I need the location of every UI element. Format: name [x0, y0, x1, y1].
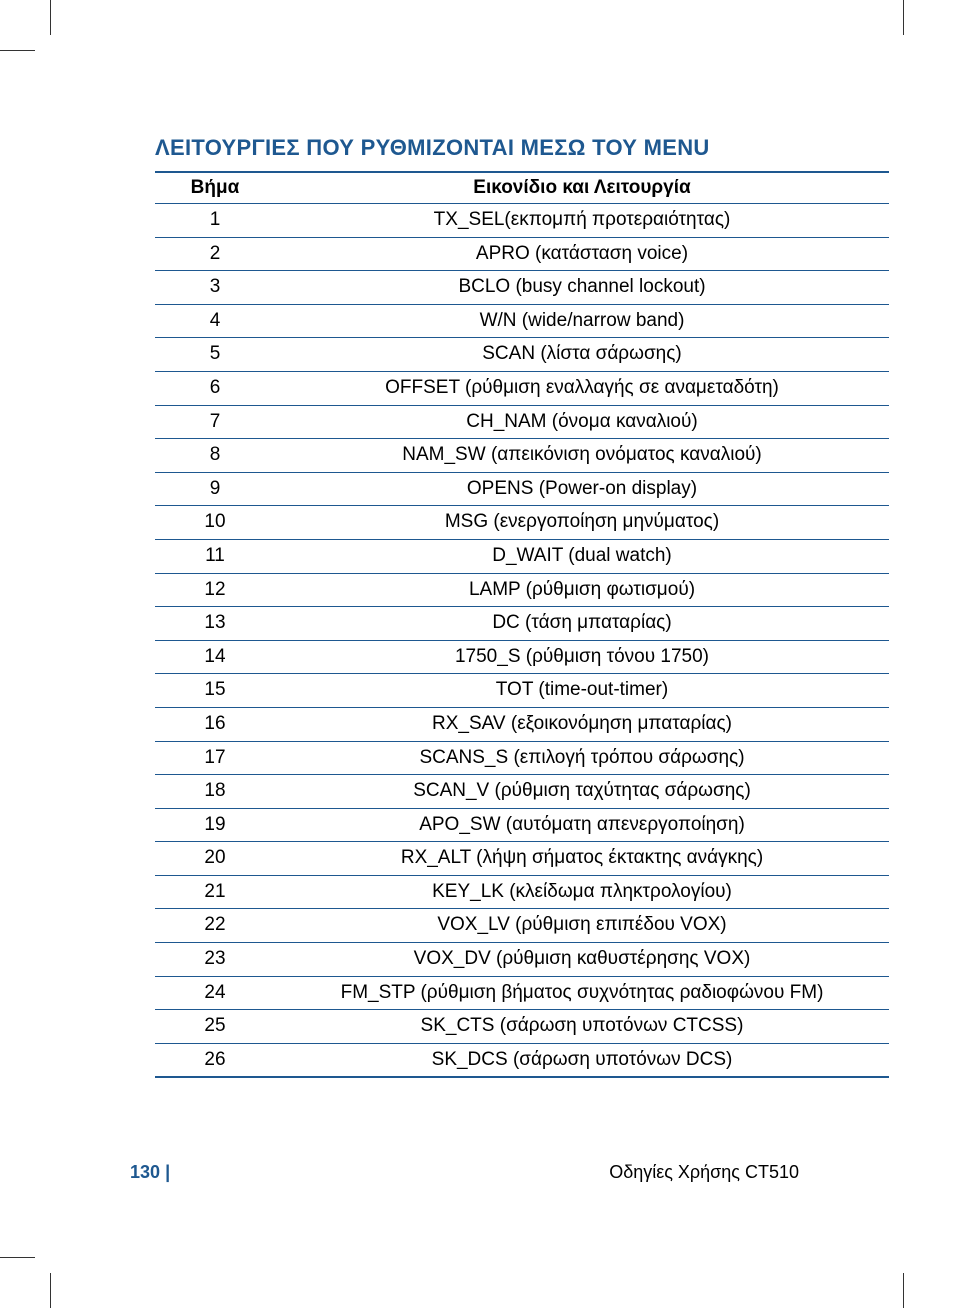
table-cell-function: OFFSET (ρύθμιση εναλλαγής σε αναμεταδότη… — [275, 371, 889, 405]
table-cell-function: W/N (wide/narrow band) — [275, 304, 889, 338]
table-cell-step: 3 — [155, 271, 275, 305]
table-cell-step: 23 — [155, 943, 275, 977]
page-footer: 130 | Οδηγίες Χρήσης CT510 — [130, 1162, 799, 1183]
table-cell-step: 25 — [155, 1010, 275, 1044]
table-cell-step: 14 — [155, 640, 275, 674]
table-cell-step: 19 — [155, 808, 275, 842]
table-row: 13DC (τάση μπαταρίας) — [155, 607, 889, 641]
page-number-block: 130 | — [130, 1162, 170, 1183]
table-cell-step: 4 — [155, 304, 275, 338]
crop-mark — [903, 1273, 904, 1308]
table-cell-function: OPENS (Power-on display) — [275, 472, 889, 506]
table-row: 10MSG (ενεργοποίηση μηνύματος) — [155, 506, 889, 540]
table-row: 3BCLO (busy channel lockout) — [155, 271, 889, 305]
table-cell-step: 7 — [155, 405, 275, 439]
table-row: 9OPENS (Power-on display) — [155, 472, 889, 506]
table-header-function: Εικονίδιο και Λειτουργία — [275, 172, 889, 204]
table-cell-function: NAM_SW (απεικόνιση ονόματος καναλιού) — [275, 439, 889, 473]
table-cell-step: 9 — [155, 472, 275, 506]
table-cell-step: 6 — [155, 371, 275, 405]
table-cell-step: 22 — [155, 909, 275, 943]
table-cell-step: 17 — [155, 741, 275, 775]
table-cell-function: LAMP (ρύθμιση φωτισμού) — [275, 573, 889, 607]
table-cell-function: SCANS_S (επιλογή τρόπου σάρωσης) — [275, 741, 889, 775]
table-cell-function: RX_SAV (εξοικονόμηση μπαταρίας) — [275, 707, 889, 741]
table-cell-function: APO_SW (αυτόματη απενεργοποίηση) — [275, 808, 889, 842]
table-cell-function: CH_NAM (όνομα καναλιού) — [275, 405, 889, 439]
table-cell-step: 11 — [155, 539, 275, 573]
table-row: 18SCAN_V (ρύθμιση ταχύτητας σάρωσης) — [155, 775, 889, 809]
table-row: 141750_S (ρύθμιση τόνου 1750) — [155, 640, 889, 674]
table-row: 6OFFSET (ρύθμιση εναλλαγής σε αναμεταδότ… — [155, 371, 889, 405]
table-row: 12LAMP (ρύθμιση φωτισμού) — [155, 573, 889, 607]
table-cell-step: 1 — [155, 204, 275, 238]
table-cell-function: BCLO (busy channel lockout) — [275, 271, 889, 305]
table-row: 7CH_NAM (όνομα καναλιού) — [155, 405, 889, 439]
table-cell-step: 2 — [155, 237, 275, 271]
table-header-row: Βήμα Εικονίδιο και Λειτουργία — [155, 172, 889, 204]
page-number: 130 — [130, 1162, 160, 1182]
table-body: 1TX_SEL(εκπομπή προτεραιότητας)2APRO (κα… — [155, 204, 889, 1078]
table-cell-step: 13 — [155, 607, 275, 641]
table-cell-function: VOX_LV (ρύθμιση επιπέδου VOX) — [275, 909, 889, 943]
table-row: 11D_WAIT (dual watch) — [155, 539, 889, 573]
table-cell-step: 18 — [155, 775, 275, 809]
table-row: 22VOX_LV (ρύθμιση επιπέδου VOX) — [155, 909, 889, 943]
table-cell-step: 16 — [155, 707, 275, 741]
table-row: 16RX_SAV (εξοικονόμηση μπαταρίας) — [155, 707, 889, 741]
table-cell-function: APRO (κατάσταση voice) — [275, 237, 889, 271]
table-row: 5SCAN (λίστα σάρωσης) — [155, 338, 889, 372]
table-cell-function: SCAN (λίστα σάρωσης) — [275, 338, 889, 372]
table-row: 21KEY_LK (κλείδωμα πληκτρολογίου) — [155, 875, 889, 909]
table-row: 4W/N (wide/narrow band) — [155, 304, 889, 338]
menu-functions-table: Βήμα Εικονίδιο και Λειτουργία 1TX_SEL(εκ… — [155, 171, 889, 1078]
table-cell-function: SK_DCS (σάρωση υποτόνων DCS) — [275, 1043, 889, 1077]
table-cell-function: RX_ALT (λήψη σήματος έκτακτης ανάγκης) — [275, 842, 889, 876]
page-separator: | — [165, 1162, 170, 1182]
document-title: Οδηγίες Χρήσης CT510 — [609, 1162, 799, 1183]
table-cell-step: 26 — [155, 1043, 275, 1077]
table-row: 2APRO (κατάσταση voice) — [155, 237, 889, 271]
table-row: 8NAM_SW (απεικόνιση ονόματος καναλιού) — [155, 439, 889, 473]
table-row: 17SCANS_S (επιλογή τρόπου σάρωσης) — [155, 741, 889, 775]
table-row: 25SK_CTS (σάρωση υποτόνων CTCSS) — [155, 1010, 889, 1044]
table-cell-step: 24 — [155, 976, 275, 1010]
crop-mark — [903, 0, 904, 35]
table-cell-function: KEY_LK (κλείδωμα πληκτρολογίου) — [275, 875, 889, 909]
table-cell-step: 15 — [155, 674, 275, 708]
table-row: 19APO_SW (αυτόματη απενεργοποίηση) — [155, 808, 889, 842]
table-row: 1TX_SEL(εκπομπή προτεραιότητας) — [155, 204, 889, 238]
table-cell-function: D_WAIT (dual watch) — [275, 539, 889, 573]
table-row: 20RX_ALT (λήψη σήματος έκτακτης ανάγκης) — [155, 842, 889, 876]
table-cell-step: 12 — [155, 573, 275, 607]
crop-mark — [50, 1273, 51, 1308]
table-cell-function: DC (τάση μπαταρίας) — [275, 607, 889, 641]
table-cell-step: 5 — [155, 338, 275, 372]
table-row: 15TOT (time-out-timer) — [155, 674, 889, 708]
table-header-step: Βήμα — [155, 172, 275, 204]
crop-mark — [0, 1257, 35, 1258]
table-row: 24FM_STP (ρύθμιση βήματος συχνότητας ραδ… — [155, 976, 889, 1010]
crop-mark — [50, 0, 51, 35]
table-row: 23VOX_DV (ρύθμιση καθυστέρησης VOX) — [155, 943, 889, 977]
table-cell-function: TOT (time-out-timer) — [275, 674, 889, 708]
table-cell-step: 10 — [155, 506, 275, 540]
table-cell-function: VOX_DV (ρύθμιση καθυστέρησης VOX) — [275, 943, 889, 977]
table-cell-step: 8 — [155, 439, 275, 473]
crop-mark — [0, 50, 35, 51]
table-cell-function: SCAN_V (ρύθμιση ταχύτητας σάρωσης) — [275, 775, 889, 809]
section-title: ΛΕΙΤΟΥΡΓΙΕΣ ΠΟΥ ΡΥΘΜΙΖΟΝΤΑΙ ΜΕΣΩ ΤΟΥ ΜΕΝ… — [155, 135, 889, 161]
table-cell-function: TX_SEL(εκπομπή προτεραιότητας) — [275, 204, 889, 238]
table-cell-function: 1750_S (ρύθμιση τόνου 1750) — [275, 640, 889, 674]
table-cell-function: FM_STP (ρύθμιση βήματος συχνότητας ραδιο… — [275, 976, 889, 1010]
page-content: ΛΕΙΤΟΥΡΓΙΕΣ ΠΟΥ ΡΥΘΜΙΖΟΝΤΑΙ ΜΕΣΩ ΤΟΥ ΜΕΝ… — [155, 135, 889, 1078]
table-cell-step: 20 — [155, 842, 275, 876]
table-cell-step: 21 — [155, 875, 275, 909]
table-cell-function: MSG (ενεργοποίηση μηνύματος) — [275, 506, 889, 540]
table-cell-function: SK_CTS (σάρωση υποτόνων CTCSS) — [275, 1010, 889, 1044]
table-row: 26SK_DCS (σάρωση υποτόνων DCS) — [155, 1043, 889, 1077]
